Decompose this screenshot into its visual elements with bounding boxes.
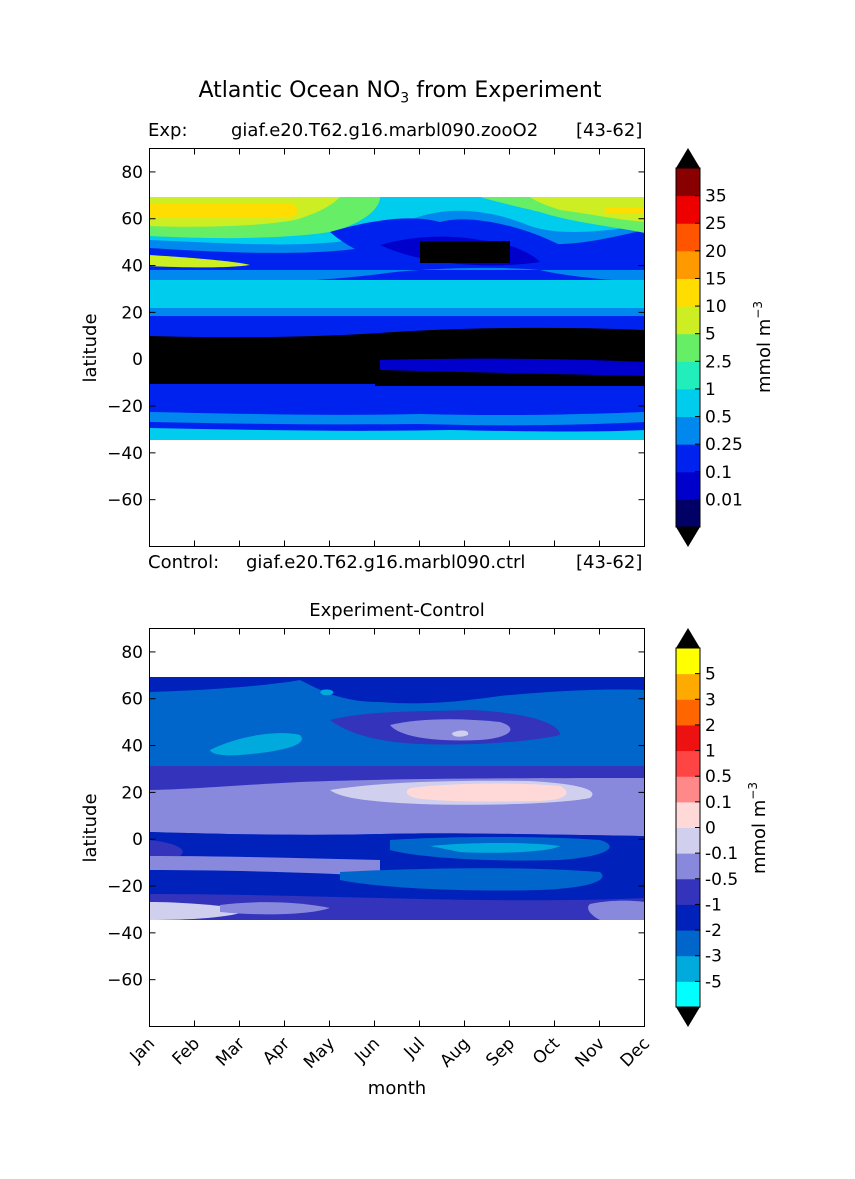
colorbar-swatch: [676, 195, 700, 224]
colorbar-tick-label: 5: [705, 325, 716, 345]
y-tick-label: −40: [107, 444, 143, 464]
colorbar-tick-label: 25: [705, 214, 727, 234]
colorbar-swatch: [676, 333, 700, 362]
colorbar-tick-label: 0.1: [705, 463, 732, 483]
band-0.01-inner: [380, 358, 645, 376]
experiment-y-axis-label: latitude: [80, 313, 101, 382]
colorbar-tick-label: 0.5: [705, 408, 732, 428]
experiment-plot-frame: [149, 148, 645, 547]
band-0.25-e: [150, 412, 645, 426]
colorbar-tick-label: 35: [705, 187, 727, 207]
colorbar-tick-label: 0.01: [705, 490, 743, 510]
exp-label: Exp:: [148, 120, 188, 141]
colorbar-tick-label: 0.25: [705, 435, 743, 455]
figure-title-subscript: 3: [400, 90, 410, 107]
y-tick-label: 60: [121, 210, 143, 230]
colorbar-swatch: [676, 471, 700, 500]
colorbar-tick-label: 1: [705, 380, 716, 400]
colorbar-extend-min: [676, 527, 700, 547]
y-tick-label: −20: [107, 397, 143, 417]
band-15-east: [605, 207, 645, 214]
band-10-mid: [149, 255, 250, 268]
control-years: [43-62]: [576, 552, 643, 573]
figure-title-main: Atlantic Ocean NO: [198, 78, 401, 103]
colorbar-swatch: [676, 361, 700, 390]
y-tick-label: −60: [107, 491, 143, 511]
experiment-x-axis: [149, 148, 645, 547]
y-tick-label: 0: [132, 350, 143, 370]
colorbar-tick-label: 2.5: [705, 352, 732, 372]
experiment-colorbar: 0.01 0.1 0.25 0.5 1 2.5 5 10 15 20 25 35: [675, 148, 743, 547]
colorbar-swatch: [676, 168, 700, 197]
band-0.1-c: [149, 316, 645, 338]
experiment-colorbar-label: mmol m−3: [751, 301, 775, 393]
colorbar-swatch: [676, 499, 700, 528]
colorbar-extend-max: [676, 148, 700, 168]
band-0.5-b: [149, 280, 645, 308]
y-tick-label: 40: [121, 257, 143, 277]
colorbar-frame: [675, 167, 701, 528]
colorbar-swatch: [676, 223, 700, 252]
colorbar-swatch: [676, 444, 700, 473]
colorbar-tick-label: 20: [705, 242, 727, 262]
colorbar-swatch: [676, 250, 700, 279]
y-tick-label: 80: [121, 163, 143, 183]
colorbar-swatch: [676, 388, 700, 418]
colorbar-swatch: [676, 416, 700, 445]
experiment-y-axis: 80 60 40 20 0 −20 −40 −60: [107, 163, 645, 511]
band-0.25-c: [149, 308, 645, 316]
control-label: Control:: [148, 552, 220, 573]
figure-title-tail: from Experiment: [409, 78, 602, 103]
exp-years: [43-62]: [576, 120, 643, 141]
experiment-field: [149, 197, 645, 440]
colorbar-tick-label: 10: [705, 297, 727, 317]
y-tick-label: 20: [121, 303, 143, 323]
colorbar-tick-label: 15: [705, 269, 727, 289]
band-0.5-e: [149, 428, 645, 440]
control-case-name: giaf.e20.T62.g16.marbl090.ctrl: [246, 552, 526, 573]
band-15-west: [149, 203, 298, 218]
colorbar-swatch: [676, 278, 700, 307]
colorbar-swatch: [676, 306, 700, 335]
band-10-east: [530, 197, 645, 222]
band-min-nh: [420, 241, 510, 263]
exp-case-name: giaf.e20.T62.g16.marbl090.zooO2: [231, 120, 539, 141]
figure-title: Atlantic Ocean NO3 from Experiment: [0, 78, 800, 106]
